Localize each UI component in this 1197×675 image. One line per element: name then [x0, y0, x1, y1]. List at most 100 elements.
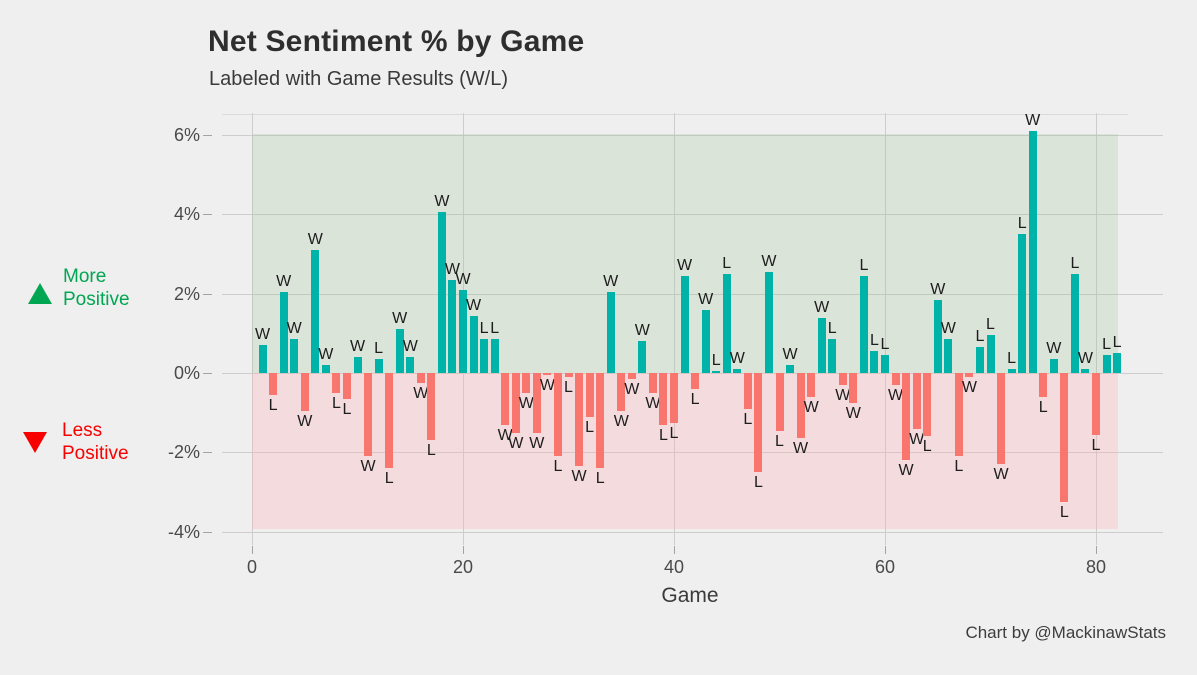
bar-result-label: W: [571, 468, 587, 486]
annotation-less-line1: Less: [62, 420, 103, 441]
chart-bar: [300, 373, 309, 411]
chart-bar: [332, 373, 341, 393]
negative-band: [252, 373, 1118, 529]
chart-bar: [501, 373, 510, 425]
chart-bar: [553, 373, 562, 457]
chart-bar: [733, 369, 742, 373]
v-gridline: [252, 113, 253, 545]
annotation-more-line1: More: [63, 266, 107, 287]
chart-bar: [596, 373, 605, 469]
bar-result-label: W: [698, 290, 714, 308]
bar-result-label: L: [1102, 336, 1111, 354]
x-tick-mark: [674, 546, 675, 554]
chart-bar: [870, 351, 879, 373]
bar-result-label: L: [1017, 215, 1027, 233]
chart-bar: [469, 315, 478, 373]
chart-bar: [480, 339, 489, 373]
chart-bar: [1102, 355, 1111, 373]
chart-bar: [522, 373, 531, 393]
bar-result-label: W: [634, 322, 650, 340]
chart-bar: [585, 373, 594, 417]
bar-result-label: L: [669, 424, 679, 442]
bar-result-label: W: [814, 298, 830, 316]
chart-bar: [1049, 359, 1058, 373]
chart-bar: [975, 347, 984, 373]
bar-result-label: L: [711, 352, 721, 369]
bar-result-label: W: [782, 346, 798, 364]
chart-bar: [680, 275, 689, 373]
chart-bar: [828, 339, 837, 373]
bar-result-label: W: [318, 346, 334, 364]
y-tick-label: -4%: [167, 522, 200, 542]
bar-result-label: W: [645, 394, 661, 412]
chart-bar: [743, 373, 752, 409]
bar-result-label: W: [444, 260, 460, 278]
chart-bar: [269, 373, 278, 395]
bar-result-label: W: [613, 412, 629, 430]
bar-result-label: L: [827, 320, 837, 338]
bar-result-label: L: [658, 426, 668, 444]
bar-result-label: L: [384, 470, 394, 488]
chart-bar: [838, 373, 847, 385]
chart-bar: [406, 357, 415, 373]
h-gridline: [222, 294, 1163, 295]
chart-bar: [374, 359, 383, 373]
chart-bar: [849, 373, 858, 403]
bar-result-label: L: [775, 432, 784, 450]
chart-bar: [427, 373, 436, 441]
bar-result-label: W: [1046, 340, 1062, 358]
bar-result-label: L: [479, 320, 489, 338]
x-tick-label: 0: [246, 557, 257, 577]
bar-result-label: W: [413, 384, 429, 402]
chart-bar: [1028, 131, 1037, 373]
bar-result-label: W: [898, 462, 914, 480]
y-tick-mark: [203, 294, 212, 295]
x-tick-label: 20: [452, 557, 474, 577]
bar-result-label: L: [595, 470, 605, 488]
bar-result-label: W: [307, 231, 323, 249]
bar-result-label: W: [803, 398, 819, 416]
v-gridline: [885, 113, 886, 545]
chart-bar: [606, 291, 615, 373]
chart-bar: [258, 345, 267, 373]
bar-result-label: L: [268, 396, 278, 414]
bar-result-label: W: [497, 426, 513, 444]
chart-bar: [353, 357, 362, 373]
bar-result-label: W: [845, 404, 861, 422]
chart-bar: [532, 373, 541, 433]
bar-result-label: L: [564, 379, 573, 396]
h-gridline: [222, 452, 1163, 453]
bar-result-label: W: [297, 412, 313, 430]
x-axis-title: Game: [661, 584, 719, 607]
chart-bar: [648, 373, 657, 393]
bar-result-label: W: [286, 320, 302, 338]
chart-bar: [659, 373, 668, 425]
chart-bar: [859, 275, 868, 373]
bar-result-label: W: [254, 326, 271, 344]
chart-bar: [311, 250, 320, 373]
bar-result-label: W: [729, 350, 745, 367]
bar-result-label: W: [455, 270, 471, 288]
bar-result-label: L: [1112, 334, 1122, 352]
bar-result-label: W: [603, 272, 619, 290]
chart-bar: [490, 339, 499, 373]
x-tick-label: 80: [1085, 557, 1107, 577]
bar-result-label: W: [940, 320, 956, 338]
chart-bar: [912, 373, 921, 429]
chart-bar: [395, 329, 404, 373]
chart-bar: [437, 212, 446, 373]
bar-result-label: L: [331, 394, 341, 412]
chart-bar: [1113, 353, 1122, 373]
chart-bar: [786, 365, 795, 373]
bar-result-label: L: [490, 320, 500, 338]
chart-bar: [933, 299, 942, 373]
chart-bar: [279, 291, 288, 373]
chart-bar: [1039, 373, 1048, 397]
triangle-down-icon: [23, 432, 47, 453]
chart-bar: [902, 373, 911, 461]
chart-bar: [1007, 369, 1016, 373]
bar-result-label: L: [753, 474, 763, 492]
bar-result-label: W: [676, 256, 693, 274]
x-tick-mark: [463, 546, 464, 554]
